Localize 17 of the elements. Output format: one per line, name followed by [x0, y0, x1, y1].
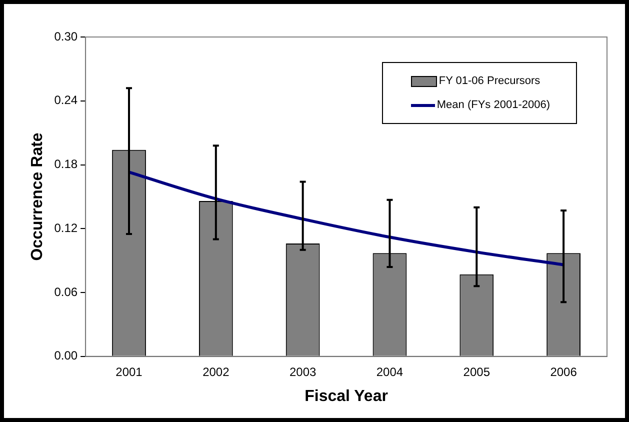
y-tick-label: 0.24 — [54, 93, 78, 108]
legend-label: Mean (FYs 2001-2006) — [436, 99, 550, 111]
x-tick-label: 2002 — [202, 364, 230, 379]
x-tick-label: 2003 — [289, 364, 316, 379]
x-tick-label: 2001 — [116, 364, 143, 379]
x-tick-label: 2006 — [550, 364, 578, 379]
y-tick-label: 0.12 — [54, 220, 78, 235]
y-tick-label: 0.18 — [54, 157, 78, 172]
x-tick-label: 2005 — [463, 364, 490, 379]
legend-label: FY 01-06 Precursors — [438, 75, 540, 87]
y-axis-title: Occurrence Rate — [29, 132, 46, 261]
x-tick-label: 2004 — [376, 364, 404, 379]
x-axis-title: Fiscal Year — [304, 388, 388, 405]
y-tick-label: 0.30 — [54, 29, 78, 44]
y-tick-label: 0.06 — [54, 284, 78, 299]
line-series — [128, 170, 566, 266]
y-tick-label: 0.00 — [54, 348, 78, 363]
